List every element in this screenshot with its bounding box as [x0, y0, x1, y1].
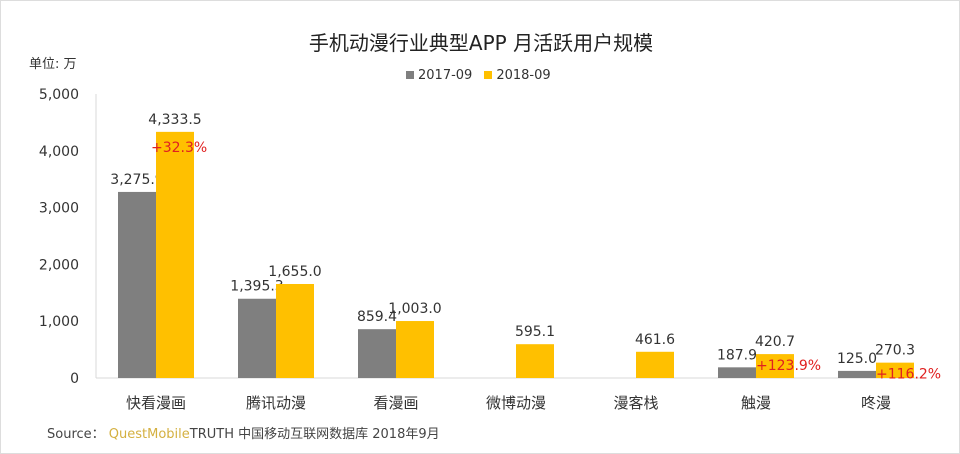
bar-2018-09 [756, 354, 794, 378]
legend: 2017-09 2018-09 [406, 68, 551, 83]
x-tick-label: 漫客栈 [613, 394, 658, 412]
bar-2018-09 [276, 283, 314, 378]
bar-2018-09 [396, 321, 434, 378]
data-label: 4,333.5 [148, 112, 201, 128]
data-label: 461.6 [635, 332, 675, 348]
growth-annotation: +116.2% [876, 367, 941, 383]
legend-item-2017: 2017-09 [406, 68, 472, 83]
y-tick-label: 1,000 [39, 314, 79, 330]
x-tick-label: 咚漫 [861, 394, 891, 412]
data-label: 859.4 [357, 309, 397, 325]
data-label: 187.9 [717, 347, 757, 363]
y-tick-label: 2,000 [39, 257, 79, 273]
bar-2018-09 [156, 131, 194, 378]
data-label: 3,275.9 [110, 172, 163, 188]
x-tick-label: 触漫 [741, 394, 771, 412]
source-brand: QuestMobile [108, 427, 190, 442]
y-tick-label: 4,000 [39, 144, 79, 160]
data-label: 270.3 [875, 343, 915, 359]
data-label: 125.0 [837, 351, 877, 367]
bar-2018-09 [636, 351, 674, 378]
growth-annotation: +32.3% [151, 140, 207, 156]
bar-2017-09 [358, 329, 396, 378]
legend-label: 2017-09 [418, 68, 473, 83]
bar-2018-09 [516, 344, 554, 378]
bar-2017-09 [118, 191, 156, 378]
x-tick-label: 微博动漫 [486, 394, 546, 412]
x-tick-label: 看漫画 [373, 394, 418, 412]
bar-2017-09 [838, 370, 876, 378]
growth-annotation: +123.9% [756, 358, 821, 374]
data-label: 1,395.3 [230, 279, 283, 295]
data-label: 1,655.0 [268, 264, 321, 280]
source-note: Source： QuestMobileTRUTH 中国移动互联网数据库 2018… [47, 423, 440, 442]
source-rest: TRUTH 中国移动互联网数据库 2018年9月 [189, 427, 440, 442]
x-tick-label: 腾讯动漫 [246, 394, 306, 412]
bar-2017-09 [238, 298, 276, 378]
y-axis-unit: 单位: 万 [29, 57, 77, 72]
data-label: 1,003.0 [388, 301, 441, 317]
bar-2018-09 [876, 362, 914, 378]
data-label: 420.7 [755, 334, 795, 350]
y-tick-label: 0 [70, 371, 79, 387]
y-tick-label: 5,000 [39, 87, 79, 103]
legend-swatch [406, 71, 414, 79]
y-tick-label: 3,000 [39, 201, 79, 217]
legend-item-2018: 2018-09 [484, 68, 551, 83]
chart-title: 手机动漫行业典型APP 月活跃用户规模 [308, 31, 654, 55]
legend-swatch [484, 71, 493, 79]
bar-2017-09 [718, 367, 756, 378]
source-prefix: Source： [47, 427, 105, 442]
x-tick-label: 快看漫画 [126, 394, 186, 412]
data-label: 595.1 [515, 324, 555, 340]
legend-label: 2018-09 [496, 68, 551, 83]
